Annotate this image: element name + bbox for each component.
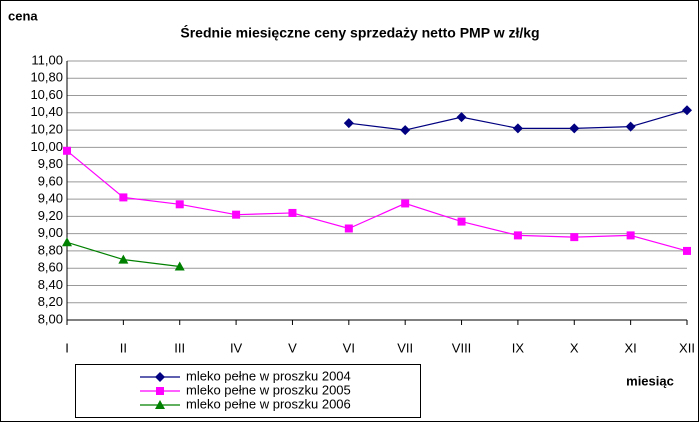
x-tick-label: VIII [452, 340, 472, 355]
marker [682, 105, 692, 116]
legend-marker [156, 387, 164, 395]
marker [456, 112, 467, 123]
marker [401, 199, 410, 208]
marker [344, 224, 353, 233]
x-tick-label: X [570, 340, 579, 355]
x-tick-label: V [288, 340, 297, 355]
marker [569, 123, 580, 134]
marker [570, 233, 579, 242]
y-tick-label: 9,40 [38, 191, 63, 206]
series-line [66, 150, 688, 252]
y-tick-label: 8,60 [38, 260, 63, 275]
x-tick-label: XI [624, 340, 636, 355]
marker [683, 246, 691, 255]
marker [232, 210, 241, 219]
marker [457, 217, 466, 226]
x-axis-label: miesiąc [626, 373, 674, 388]
marker [513, 231, 522, 240]
y-tick-label: 9,00 [38, 225, 63, 240]
legend-label: mleko pełne w proszku 2006 [186, 396, 351, 411]
x-tick-label: IV [230, 340, 243, 355]
x-tick-label: II [120, 340, 127, 355]
x-tick-label: I [65, 340, 69, 355]
legend-marker [155, 372, 165, 382]
y-tick-label: 9,20 [38, 208, 63, 223]
y-tick-label: 10,00 [30, 139, 63, 154]
marker [288, 208, 297, 217]
marker [400, 125, 411, 136]
legend-box [75, 364, 421, 418]
x-tick-label: IX [512, 340, 525, 355]
y-tick-label: 8,40 [38, 277, 63, 292]
y-tick-label: 10,40 [30, 104, 63, 119]
y-tick-label: 11,00 [31, 52, 63, 67]
y-axis-label: cena [8, 8, 38, 23]
y-tick-label: 8,80 [38, 242, 63, 257]
y-tick-label: 8,20 [38, 294, 63, 309]
y-tick-label: 10,80 [30, 70, 63, 85]
x-tick-label: XII [679, 340, 695, 355]
legend-label: mleko pełne w proszku 2005 [186, 382, 351, 397]
x-tick-label: VI [343, 340, 355, 355]
marker [174, 261, 185, 271]
legend-label: mleko pełne w proszku 2004 [186, 368, 351, 383]
x-tick-label: VII [397, 340, 413, 355]
y-tick-label: 10,60 [30, 87, 63, 102]
y-tick-label: 9,60 [38, 173, 63, 188]
x-tick-label: III [174, 340, 185, 355]
chart-title: Średnie miesięczne ceny sprzedaży netto … [180, 24, 539, 41]
y-tick-label: 10,20 [30, 122, 63, 137]
legend-marker [155, 400, 165, 409]
marker [118, 254, 129, 264]
y-tick-label: 9,80 [38, 156, 63, 171]
marker [343, 118, 354, 129]
marker [175, 200, 184, 209]
marker [626, 231, 635, 240]
marker [119, 193, 128, 202]
y-tick-label: 8,00 [38, 311, 63, 326]
marker [62, 237, 72, 247]
marker [512, 123, 523, 134]
marker [625, 121, 636, 132]
marker [63, 146, 71, 155]
